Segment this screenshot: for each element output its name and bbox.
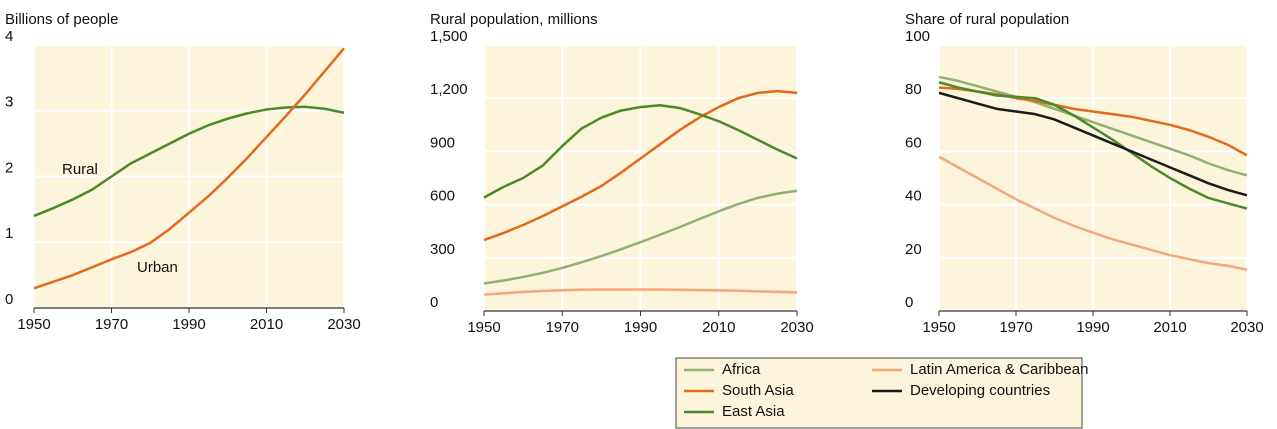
y-tick-label: 1,200 xyxy=(430,81,468,98)
y-tick-label: 1,500 xyxy=(430,28,468,45)
chart-title: Rural population, millions xyxy=(430,11,598,28)
series-line xyxy=(483,288,798,296)
series-line xyxy=(938,81,1248,210)
x-tick-label: 1970 xyxy=(999,319,1032,336)
series-label: Rural xyxy=(62,161,98,178)
x-tick-label: 1950 xyxy=(17,316,50,333)
y-tick-label: 60 xyxy=(905,134,922,151)
x-tick-label: 2010 xyxy=(1153,319,1186,336)
x-tick-label: 1990 xyxy=(624,319,657,336)
y-tick-label: 0 xyxy=(5,291,13,308)
legend-label: East Asia xyxy=(722,403,785,420)
x-tick-label: 1950 xyxy=(922,319,955,336)
series-line xyxy=(938,155,1248,271)
x-tick-label: 1950 xyxy=(467,319,500,336)
legend-label: Latin America & Caribbean xyxy=(910,361,1088,378)
series-line xyxy=(33,47,345,290)
y-tick-label: 0 xyxy=(905,294,913,311)
y-tick-label: 40 xyxy=(905,188,922,205)
x-tick-label: 1990 xyxy=(172,316,205,333)
x-tick-label: 2030 xyxy=(1230,319,1263,336)
series-line xyxy=(483,189,798,285)
x-tick-label: 1970 xyxy=(546,319,579,336)
x-tick-label: 2010 xyxy=(250,316,283,333)
legend-label: Developing countries xyxy=(910,382,1050,399)
x-tick-label: 1990 xyxy=(1076,319,1109,336)
series-line xyxy=(938,75,1248,177)
y-tick-label: 900 xyxy=(430,134,455,151)
y-tick-label: 80 xyxy=(905,81,922,98)
series-line xyxy=(483,89,798,242)
chart-title: Share of rural population xyxy=(905,11,1069,28)
x-tick-label: 2010 xyxy=(702,319,735,336)
chart-title: Billions of people xyxy=(5,11,118,28)
legend-label: South Asia xyxy=(722,382,794,399)
legend-label: Africa xyxy=(722,361,761,378)
series-label: Urban xyxy=(137,259,178,276)
series-line xyxy=(938,91,1248,197)
y-tick-label: 3 xyxy=(5,94,13,111)
y-tick-label: 1 xyxy=(5,225,13,242)
y-tick-label: 300 xyxy=(430,241,455,258)
y-tick-label: 100 xyxy=(905,28,930,45)
y-tick-label: 2 xyxy=(5,159,13,176)
x-tick-label: 2030 xyxy=(327,316,360,333)
y-tick-label: 600 xyxy=(430,188,455,205)
y-tick-label: 4 xyxy=(5,28,13,45)
x-tick-label: 2030 xyxy=(780,319,813,336)
x-tick-label: 1970 xyxy=(95,316,128,333)
y-tick-label: 20 xyxy=(905,241,922,258)
series-line xyxy=(483,104,798,199)
y-tick-label: 0 xyxy=(430,294,438,311)
